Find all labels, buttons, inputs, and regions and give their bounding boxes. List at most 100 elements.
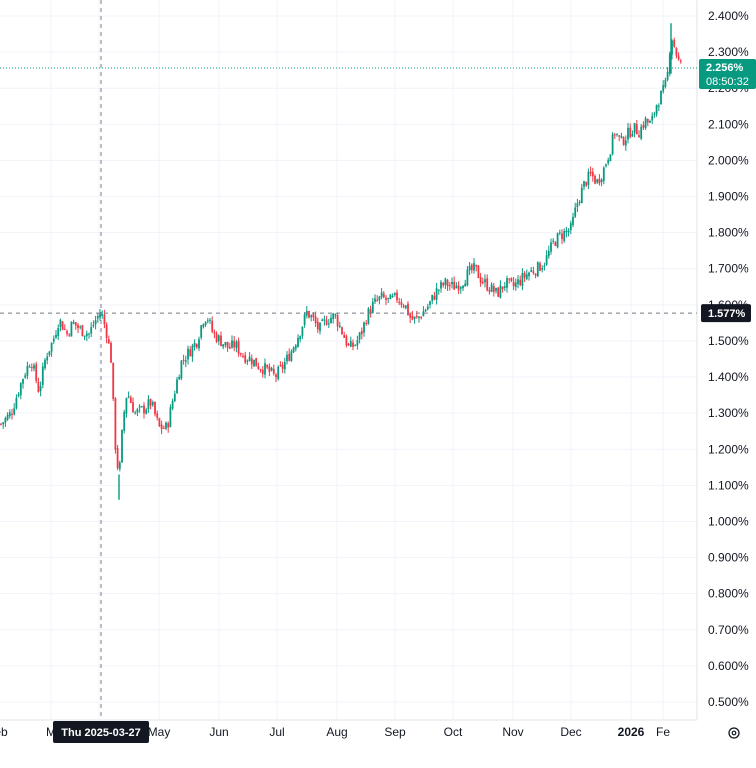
candle-body — [486, 278, 489, 291]
candle — [39, 381, 42, 397]
candle-body — [567, 230, 570, 233]
candle-body — [532, 271, 535, 274]
candle — [679, 58, 682, 64]
candle — [499, 280, 502, 299]
candle — [594, 174, 596, 185]
candle-body — [22, 378, 24, 384]
candle-body — [231, 340, 233, 348]
candle-body — [55, 334, 57, 338]
candle-body — [0, 423, 2, 425]
y-tick-label: 1.300% — [708, 406, 749, 420]
candle-body — [96, 316, 99, 319]
candle — [657, 103, 660, 112]
candle-body — [290, 351, 293, 362]
candle-body — [448, 285, 451, 287]
candle-body — [253, 359, 255, 367]
candle-body — [2, 422, 5, 425]
candle-body — [191, 345, 194, 357]
candle-body — [547, 251, 550, 257]
y-tick-label: 1.200% — [708, 442, 749, 456]
candle — [671, 39, 673, 60]
candle — [129, 395, 132, 404]
candle — [354, 344, 357, 347]
candle — [162, 425, 165, 429]
candle-body — [90, 327, 93, 334]
candle-body — [217, 335, 220, 342]
candle — [578, 200, 581, 206]
candle — [327, 318, 330, 329]
candle-body — [389, 294, 392, 300]
candle-body — [530, 270, 533, 272]
candle-body — [30, 367, 33, 369]
candle — [490, 282, 493, 293]
candle — [591, 167, 594, 182]
candle-body — [259, 369, 262, 371]
candle — [402, 303, 405, 309]
candle — [521, 268, 524, 291]
candle — [72, 319, 75, 325]
x-tick-label: Nov — [502, 725, 523, 739]
candle — [114, 397, 117, 454]
candle-body — [404, 305, 407, 309]
candle-body — [651, 115, 654, 121]
candle-body — [17, 394, 20, 397]
candle-body — [503, 286, 506, 288]
candle — [587, 168, 590, 190]
candle — [462, 285, 464, 291]
candle — [598, 174, 601, 186]
candle — [347, 342, 350, 347]
last-price-label: 2.256% — [706, 62, 744, 74]
candle-body — [228, 346, 231, 349]
candle — [92, 320, 95, 328]
candle-body — [151, 402, 154, 406]
candle — [217, 334, 220, 346]
candle-body — [162, 427, 165, 429]
candle — [660, 90, 662, 105]
candle — [90, 322, 93, 338]
candle — [618, 134, 621, 142]
candle-body — [420, 317, 423, 319]
chart-settings-button[interactable] — [728, 727, 740, 739]
candle-body — [607, 159, 610, 164]
candle — [286, 351, 288, 365]
x-tick-label: 2026 — [618, 725, 645, 739]
candle-body — [341, 327, 343, 335]
candle-body — [358, 332, 361, 340]
candle — [85, 330, 88, 342]
candle — [70, 321, 73, 337]
candle-body — [596, 179, 599, 183]
candle — [367, 306, 370, 325]
candle-body — [664, 79, 667, 87]
candle — [488, 287, 491, 295]
candle-body — [13, 408, 16, 415]
candle-body — [319, 322, 321, 332]
candle — [508, 278, 511, 284]
candle-body — [138, 406, 141, 408]
candle — [112, 362, 115, 401]
candle-body — [264, 363, 266, 375]
candle-body — [66, 330, 68, 334]
x-tick-label: Dec — [560, 725, 581, 739]
candle-body — [521, 273, 524, 286]
candle-body — [468, 265, 471, 271]
candle — [246, 359, 249, 365]
candle-body — [184, 360, 187, 362]
candle-body — [178, 377, 181, 380]
y-tick-label: 0.700% — [708, 623, 749, 637]
candle-body — [347, 344, 350, 346]
candle — [301, 326, 304, 340]
candle — [374, 294, 376, 305]
candle — [66, 329, 68, 337]
candle-body — [332, 313, 335, 320]
candle-body — [459, 287, 462, 289]
candle-body — [462, 285, 464, 289]
candle-body — [437, 289, 440, 291]
candle-body — [11, 413, 13, 415]
gear-icon[interactable] — [728, 727, 740, 739]
candle-body — [110, 342, 112, 363]
candle — [294, 343, 297, 352]
candle-body — [543, 265, 546, 267]
time-axis[interactable]: ebMAprMayJunJulAugSepOctNovDec2026Fe — [0, 725, 670, 739]
candle — [233, 335, 236, 352]
